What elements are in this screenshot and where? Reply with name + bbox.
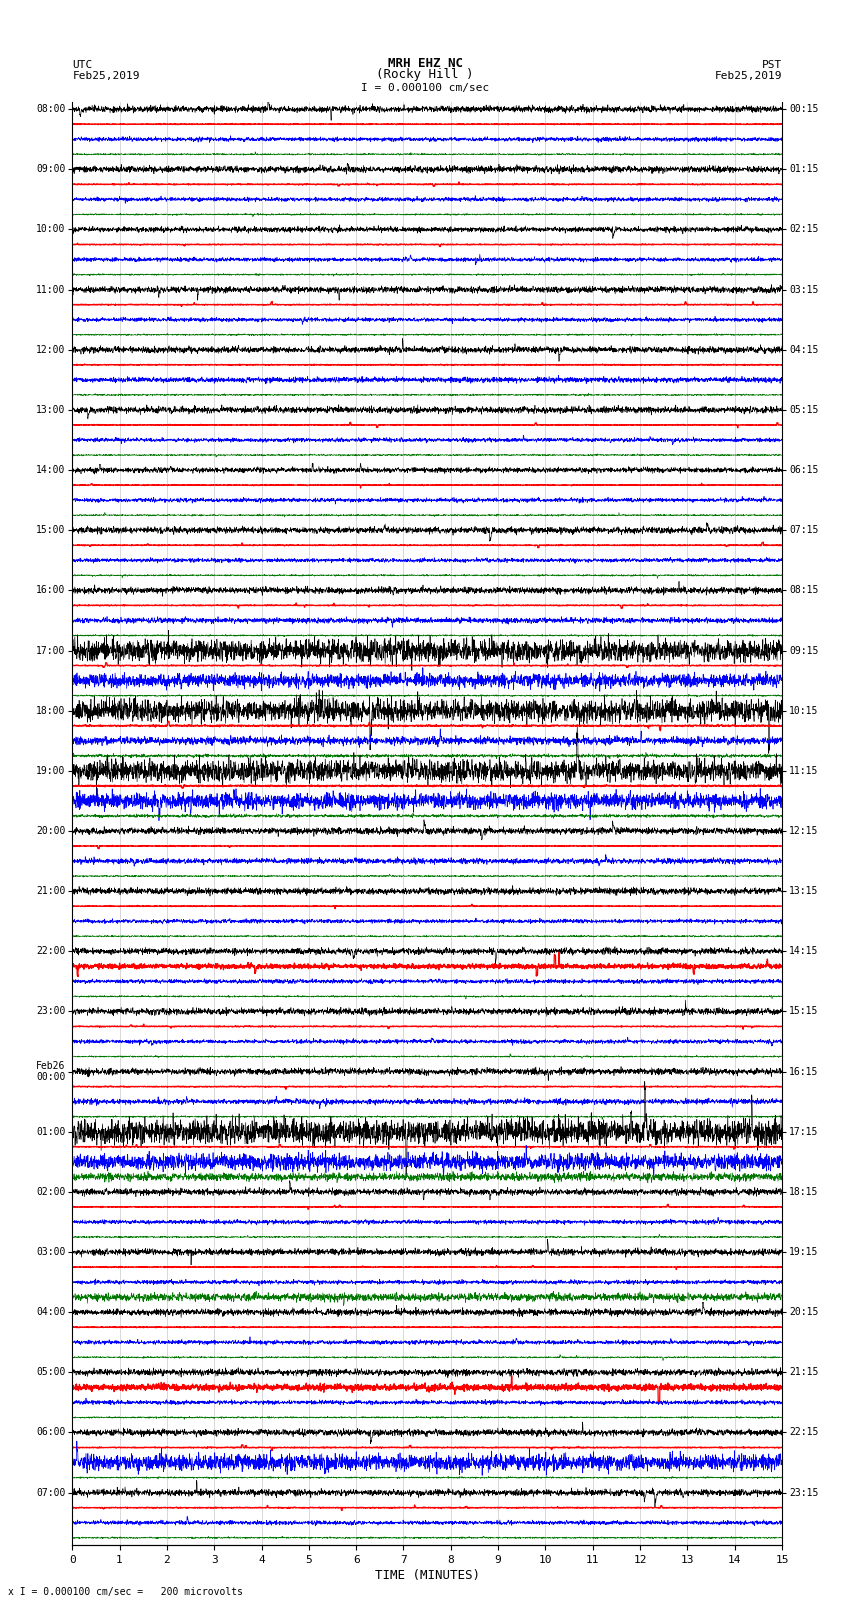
- Text: x I = 0.000100 cm/sec =   200 microvolts: x I = 0.000100 cm/sec = 200 microvolts: [8, 1587, 243, 1597]
- Text: Feb25,2019: Feb25,2019: [715, 71, 782, 82]
- Text: (Rocky Hill ): (Rocky Hill ): [377, 68, 473, 82]
- Text: Feb25,2019: Feb25,2019: [72, 71, 139, 82]
- Text: PST: PST: [762, 60, 782, 71]
- Text: MRH EHZ NC: MRH EHZ NC: [388, 56, 462, 71]
- X-axis label: TIME (MINUTES): TIME (MINUTES): [375, 1569, 479, 1582]
- Text: I = 0.000100 cm/sec: I = 0.000100 cm/sec: [361, 82, 489, 92]
- Text: UTC: UTC: [72, 60, 93, 71]
